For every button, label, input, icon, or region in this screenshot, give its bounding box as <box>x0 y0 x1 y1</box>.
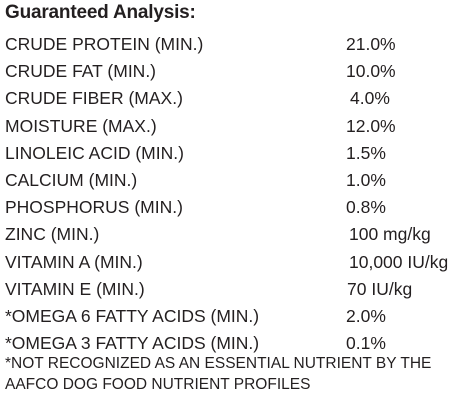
nutrient-name: CRUDE PROTEIN (MIN.) <box>5 34 204 54</box>
nutrient-name: ZINC (MIN.) <box>5 224 100 245</box>
analysis-row-omega-3: *OMEGA 3 FATTY ACIDS (MIN.) 0.1% <box>5 330 453 357</box>
analysis-row-calcium: CALCIUM (MIN.) 1.0% <box>5 167 453 194</box>
nutrient-value: 0.1% <box>346 333 386 354</box>
analysis-row-crude-fat: CRUDE FAT (MIN.) 10.0% <box>5 58 453 85</box>
footnote-line: *NOT RECOGNIZED AS AN ESSENTIAL NUTRIENT… <box>5 355 432 372</box>
analysis-table: CRUDE PROTEIN (MIN.) 21.0% CRUDE FAT (MI… <box>5 31 453 357</box>
nutrient-name: MOISTURE (MAX.) <box>5 115 157 136</box>
analysis-row-vitamin-a: VITAMIN A (MIN.) 10,000 IU/kg <box>5 249 453 276</box>
analysis-row-moisture: MOISTURE (MAX.) 12.0% <box>5 113 453 140</box>
nutrient-name: *OMEGA 6 FATTY ACIDS (MIN.) <box>5 305 260 326</box>
nutrient-value: 2.0% <box>346 305 386 326</box>
nutrient-name: VITAMIN E (MIN.) <box>5 278 145 299</box>
footnote-line: AAFCO DOG FOOD NUTRIENT PROFILES <box>5 376 311 393</box>
analysis-row-phosphorus: PHOSPHORUS (MIN.) 0.8% <box>5 194 453 221</box>
nutrient-value: 12.0% <box>346 115 396 136</box>
analysis-row-vitamin-e: VITAMIN E (MIN.) 70 IU/kg <box>5 276 453 303</box>
nutrient-value: 1.5% <box>346 142 386 163</box>
nutrient-value: 1.0% <box>346 169 386 190</box>
analysis-row-linoleic-acid: LINOLEIC ACID (MIN.) 1.5% <box>5 140 453 167</box>
nutrient-name: *OMEGA 3 FATTY ACIDS (MIN.) <box>5 333 260 354</box>
page-title: Guaranteed Analysis: <box>5 2 196 23</box>
nutrient-value: 100 mg/kg <box>349 224 431 245</box>
nutrient-name: CRUDE FAT (MIN.) <box>5 61 157 82</box>
analysis-row-zinc: ZINC (MIN.) 100 mg/kg <box>5 221 453 248</box>
nutrient-name: LINOLEIC ACID (MIN.) <box>5 142 184 163</box>
nutrient-value: 21.0% <box>346 34 396 54</box>
nutrient-name: PHOSPHORUS (MIN.) <box>5 197 183 218</box>
nutrient-name: CRUDE FIBER (MAX.) <box>5 88 183 109</box>
nutrient-value: 0.8% <box>346 197 386 218</box>
nutrient-value: 10,000 IU/kg <box>349 251 449 272</box>
nutrient-name: CALCIUM (MIN.) <box>5 169 138 190</box>
nutrient-name: VITAMIN A (MIN.) <box>5 251 143 272</box>
nutrient-value: 4.0% <box>350 88 390 109</box>
analysis-row-crude-fiber: CRUDE FIBER (MAX.) 4.0% <box>5 85 453 112</box>
footnote: *NOT RECOGNIZED AS AN ESSENTIAL NUTRIENT… <box>5 353 453 395</box>
nutrient-value: 10.0% <box>346 61 396 82</box>
analysis-row-omega-6: *OMEGA 6 FATTY ACIDS (MIN.) 2.0% <box>5 303 453 330</box>
analysis-row-crude-protein: CRUDE PROTEIN (MIN.) 21.0% <box>5 31 453 58</box>
nutrient-value: 70 IU/kg <box>347 278 413 299</box>
